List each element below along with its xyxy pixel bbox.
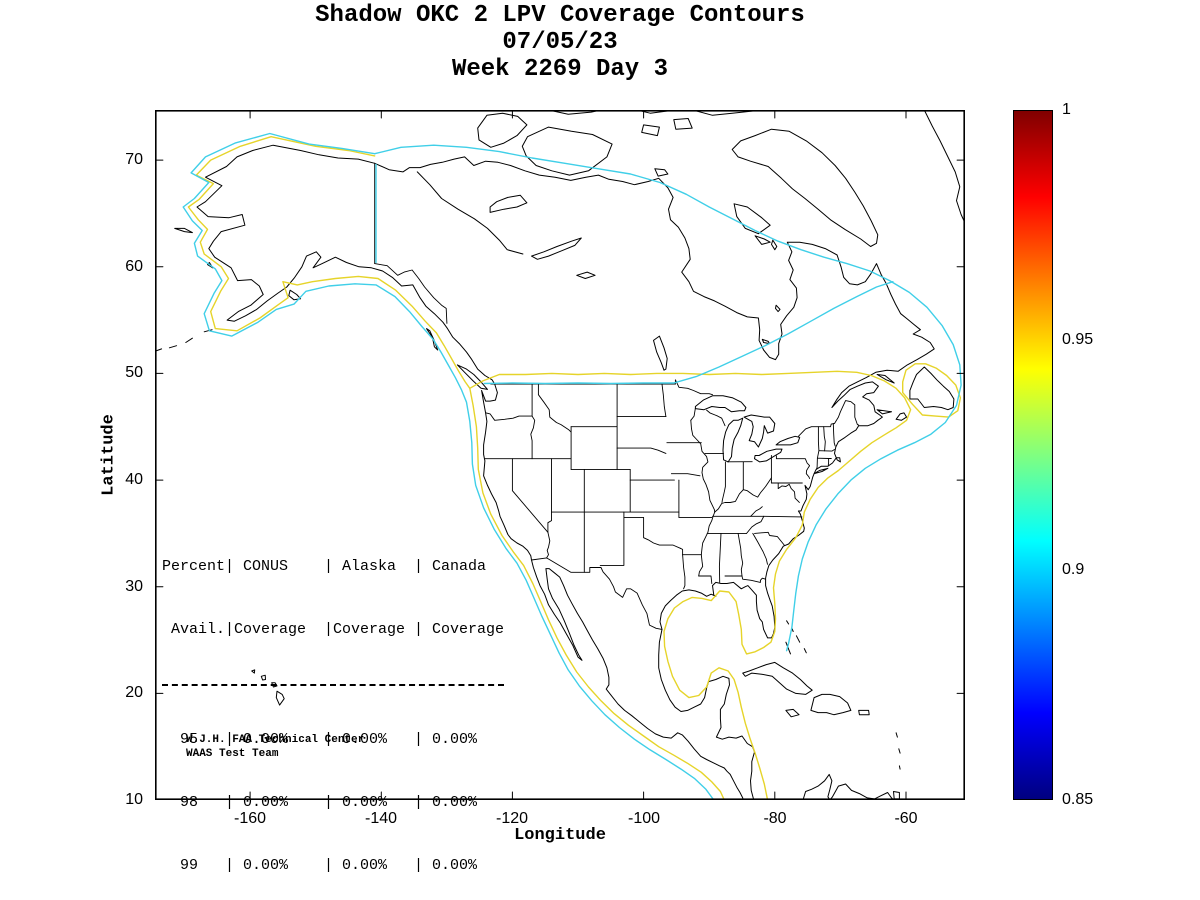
chart-title: Shadow OKC 2 LPV Coverage Contours — [315, 2, 805, 29]
y-tick-label: 40 — [125, 471, 143, 488]
chart-date: 07/05/23 — [502, 29, 618, 56]
y-tick-label: 70 — [125, 151, 143, 168]
table-separator — [162, 684, 504, 686]
x-tick-label: -140 — [364, 810, 398, 827]
table-row: 99 | 0.00% | 0.00% | 0.00% — [162, 857, 478, 874]
y-axis-label: Latitude — [99, 414, 119, 496]
x-tick-label: -60 — [894, 810, 918, 827]
table-header-row: Avail.|Coverage |Coverage | Coverage — [162, 621, 505, 638]
credit-line-2: WAAS Test Team — [186, 748, 279, 760]
table-header-row: Percent| CONUS | Alaska | Canada — [162, 558, 487, 575]
x-axis-label: Longitude — [514, 826, 606, 845]
x-tick-label: -160 — [233, 810, 267, 827]
y-tick-label: 10 — [125, 791, 143, 808]
colorbar-tick-label: 1 — [1062, 101, 1071, 118]
y-tick-label: 30 — [125, 578, 143, 595]
plot-area: Percent| CONUS | Alaska | Canada Avail.|… — [155, 110, 965, 874]
credit-block: W.J.H. FAA Technical Center WAAS Test Te… — [186, 733, 364, 761]
x-tick-label: -100 — [627, 810, 661, 827]
x-tick-label: -120 — [495, 810, 529, 827]
colorbar-tick-label: 0.95 — [1062, 331, 1094, 348]
y-tick-label: 60 — [125, 258, 143, 275]
credit-line-1: W.J.H. FAA Technical Center — [186, 734, 365, 746]
colorbar — [1013, 110, 1053, 800]
coverage-table: Percent| CONUS | Alaska | Canada Avail.|… — [162, 514, 504, 900]
x-tick-label: -80 — [763, 810, 787, 827]
colorbar-tick-label: 0.85 — [1062, 791, 1094, 808]
title-block: Shadow OKC 2 LPV Coverage Contours 07/05… — [155, 2, 965, 83]
table-row: 95 | 0.00% | 0.00% | 0.00% — [162, 731, 478, 748]
colorbar-gradient — [1014, 111, 1052, 799]
chart-week-day: Week 2269 Day 3 — [451, 56, 669, 83]
north-america-map — [155, 110, 965, 800]
y-tick-label: 20 — [125, 684, 143, 701]
colorbar-tick-label: 0.9 — [1062, 561, 1085, 578]
y-tick-label: 50 — [125, 364, 143, 381]
table-row: 98 | 0.00% | 0.00% | 0.00% — [162, 794, 478, 811]
